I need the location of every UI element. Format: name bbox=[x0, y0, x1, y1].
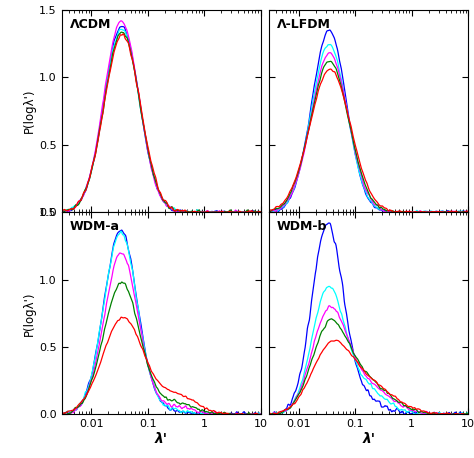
X-axis label: λ': λ' bbox=[155, 432, 168, 446]
Y-axis label: P(logλ'): P(logλ') bbox=[23, 89, 36, 133]
Text: WDM-b: WDM-b bbox=[277, 220, 328, 234]
Text: ΛCDM: ΛCDM bbox=[70, 18, 111, 31]
X-axis label: λ': λ' bbox=[362, 432, 375, 446]
Y-axis label: P(logλ'): P(logλ') bbox=[23, 291, 36, 336]
Text: Λ-LFDM: Λ-LFDM bbox=[277, 18, 331, 31]
Text: WDM-a: WDM-a bbox=[70, 220, 119, 234]
